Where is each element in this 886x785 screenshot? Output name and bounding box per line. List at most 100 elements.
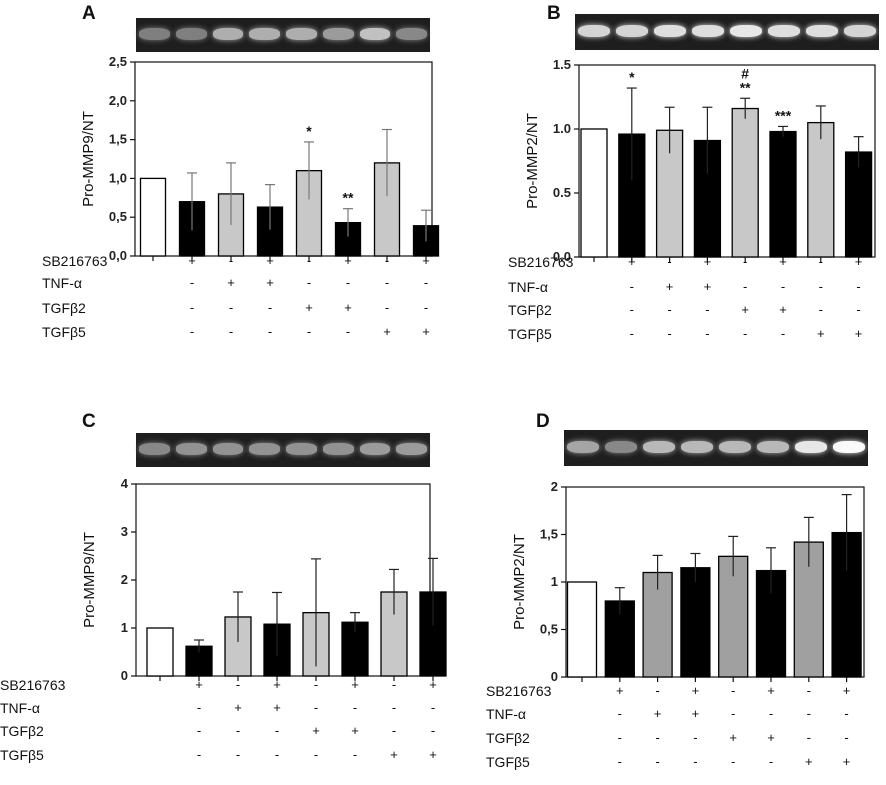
- y-tick-label: 2,5: [109, 54, 127, 69]
- significance-marker: **: [343, 190, 354, 206]
- treatment-sign: -: [228, 324, 234, 339]
- treatment-sign: -: [743, 254, 748, 269]
- treatment-sign: -: [818, 302, 823, 317]
- treatment-label: TNF-α: [42, 275, 82, 291]
- panel-letter: A: [82, 3, 96, 24]
- treatment-sign: +: [351, 677, 359, 692]
- treatment-sign: -: [705, 326, 710, 341]
- y-tick-label: 1.0: [553, 121, 571, 136]
- significance-marker: ***: [775, 107, 792, 123]
- treatment-sign: -: [345, 324, 351, 339]
- gel-band: [681, 440, 713, 454]
- treatment-sign: +: [741, 302, 749, 317]
- treatment-sign: -: [818, 254, 823, 269]
- treatment-sign: +: [691, 706, 700, 721]
- treatment-sign: +: [703, 254, 712, 269]
- gel-band: [249, 443, 280, 456]
- treatment-sign: +: [703, 279, 712, 294]
- treatment-sign: +: [665, 279, 674, 294]
- treatment-sign: -: [196, 700, 202, 715]
- panel-letter: C: [82, 411, 96, 432]
- treatment-sign: -: [235, 677, 241, 692]
- y-axis-label: Pro-MMP2/NT: [524, 113, 541, 209]
- treatment-sign: -: [667, 254, 672, 269]
- treatment-sign: -: [818, 279, 823, 294]
- treatment-sign: +: [842, 754, 851, 769]
- y-axis-label: Pro-MMP9/NT: [80, 111, 97, 207]
- treatment-label: TGFβ2: [508, 302, 552, 318]
- treatment-sign: -: [655, 683, 660, 698]
- plot-frame: [134, 61, 433, 257]
- treatment-label: TGFβ5: [42, 324, 86, 340]
- treatment-sign: -: [384, 300, 390, 315]
- treatment-label: TGFβ5: [508, 326, 552, 342]
- treatment-sign: -: [352, 747, 358, 762]
- treatment-sign: -: [731, 706, 736, 721]
- bar: [580, 128, 608, 258]
- treatment-sign: -: [768, 754, 774, 769]
- gel-band: [757, 440, 789, 454]
- gel-band: [322, 443, 354, 456]
- significance-marker: **: [740, 79, 751, 95]
- treatment-label: TNF-α: [0, 700, 40, 716]
- gel-band: [396, 28, 427, 41]
- treatment-sign: -: [806, 730, 811, 745]
- treatment-sign: -: [313, 700, 319, 715]
- treatment-sign: -: [196, 723, 202, 738]
- treatment-sign: -: [806, 706, 811, 721]
- treatment-sign: -: [780, 279, 786, 294]
- treatment-sign: -: [313, 677, 319, 692]
- treatment-sign: +: [854, 326, 863, 341]
- gel-band: [692, 24, 724, 38]
- significance-marker: *: [629, 69, 635, 85]
- treatment-sign: +: [266, 275, 274, 290]
- gel-band: [249, 28, 280, 41]
- treatment-sign: +: [351, 723, 359, 738]
- treatment-label: SB216763: [508, 254, 574, 270]
- gel-band: [567, 440, 599, 454]
- treatment-sign: -: [313, 747, 319, 762]
- gel-band: [643, 440, 675, 454]
- treatment-sign: +: [195, 677, 203, 692]
- treatment-sign: -: [768, 706, 774, 721]
- bar: [718, 555, 749, 678]
- gel-band: [806, 24, 838, 38]
- treatment-label: TGFβ5: [0, 747, 44, 763]
- gel-band: [768, 24, 800, 38]
- treatment-label: SB216763: [42, 253, 108, 269]
- treatment-sign: -: [391, 700, 397, 715]
- y-tick-label: 0.5: [553, 185, 571, 200]
- y-tick-label: 0,5: [109, 209, 127, 224]
- gel-band: [286, 28, 317, 41]
- treatment-sign: -: [384, 253, 390, 268]
- treatment-sign: -: [352, 700, 358, 715]
- treatment-sign: +: [691, 683, 700, 698]
- treatment-sign: +: [842, 683, 851, 698]
- treatment-sign: -: [345, 275, 351, 290]
- treatment-sign: -: [228, 300, 234, 315]
- treatment-sign: -: [228, 253, 234, 268]
- treatment-sign: -: [306, 253, 312, 268]
- gel-band: [605, 440, 637, 454]
- gel-band: [719, 440, 751, 454]
- treatment-sign: +: [628, 254, 636, 269]
- significance-marker: *: [306, 123, 312, 139]
- gel-band: [175, 28, 207, 41]
- treatment-label: TGFβ2: [0, 723, 44, 739]
- treatment-sign: -: [196, 747, 202, 762]
- gel-band: [654, 24, 686, 38]
- western-blot-image: [575, 14, 879, 50]
- y-tick-label: 2: [551, 479, 558, 494]
- treatment-sign: +: [729, 730, 737, 745]
- treatment-sign: -: [655, 754, 660, 769]
- treatment-sign: -: [731, 754, 736, 769]
- y-tick-label: 0,0: [109, 248, 127, 263]
- treatment-label: TGFβ2: [486, 730, 530, 746]
- western-blot-image: [136, 433, 430, 467]
- gel-band: [396, 443, 427, 456]
- y-tick-label: 1: [551, 574, 558, 589]
- treatment-sign: -: [423, 300, 429, 315]
- treatment-sign: -: [391, 723, 397, 738]
- treatment-sign: -: [189, 300, 195, 315]
